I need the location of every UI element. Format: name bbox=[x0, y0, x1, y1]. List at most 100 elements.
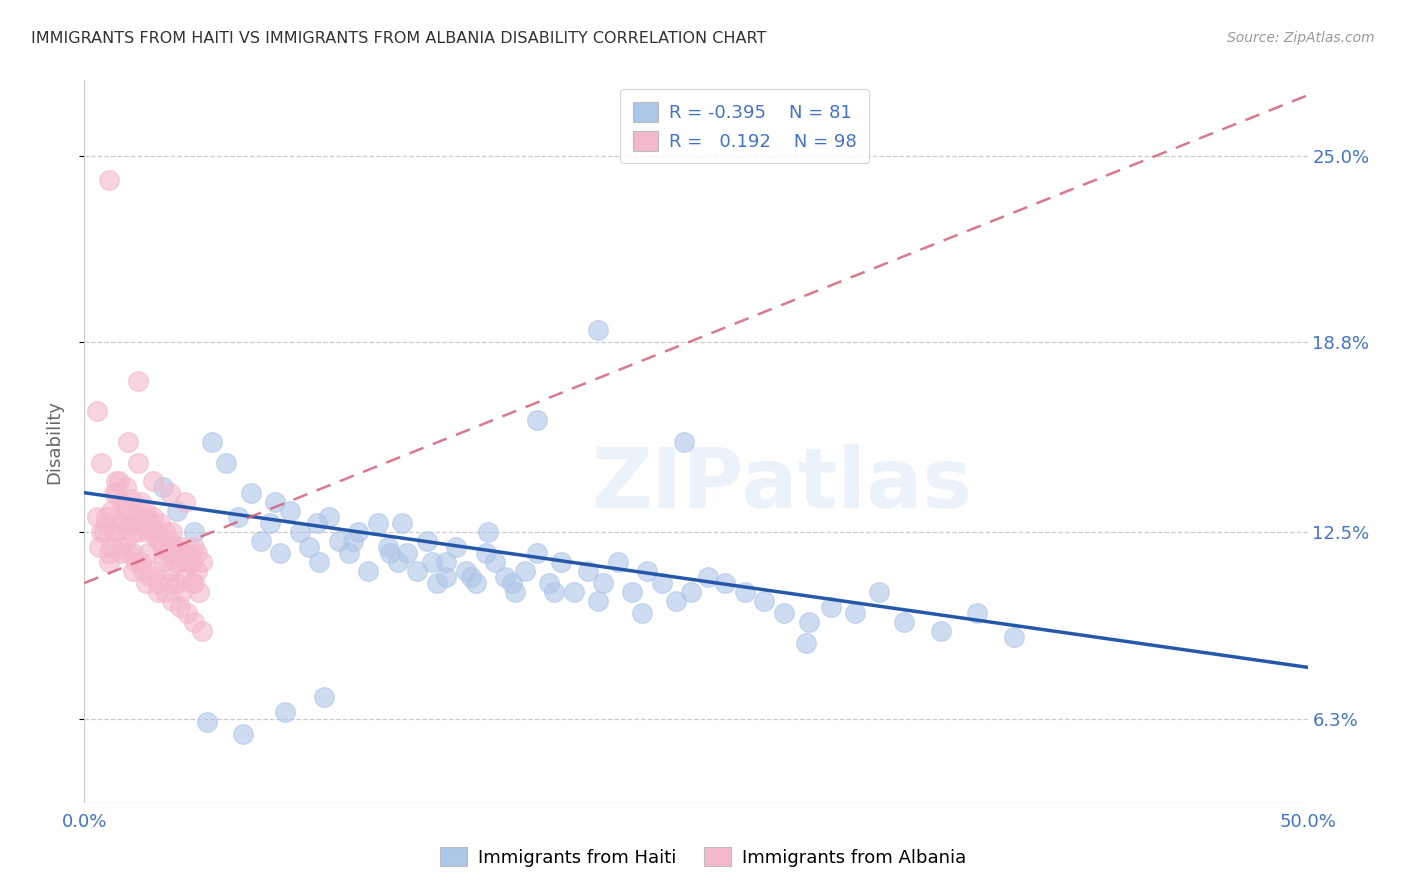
Point bbox=[117, 504, 139, 518]
Point bbox=[179, 555, 201, 569]
Point bbox=[474, 546, 496, 560]
Point bbox=[122, 524, 145, 539]
Point bbox=[651, 576, 673, 591]
Point bbox=[143, 564, 166, 578]
Point bbox=[117, 434, 139, 449]
Point bbox=[152, 480, 174, 494]
Point bbox=[562, 585, 585, 599]
Point bbox=[159, 485, 181, 500]
Point bbox=[929, 624, 952, 639]
Y-axis label: Disability: Disability bbox=[45, 400, 63, 483]
Point bbox=[132, 516, 155, 530]
Point bbox=[96, 509, 118, 524]
Point bbox=[586, 594, 609, 608]
Point bbox=[318, 509, 340, 524]
Point bbox=[328, 533, 350, 548]
Point bbox=[127, 456, 149, 470]
Point bbox=[162, 524, 184, 539]
Point bbox=[426, 576, 449, 591]
Point bbox=[136, 546, 159, 560]
Point bbox=[308, 555, 330, 569]
Point bbox=[232, 726, 254, 740]
Point bbox=[152, 555, 174, 569]
Point bbox=[117, 546, 139, 560]
Point bbox=[278, 504, 301, 518]
Point bbox=[159, 564, 181, 578]
Point bbox=[188, 585, 211, 599]
Point bbox=[176, 606, 198, 620]
Text: ZIPatlas: ZIPatlas bbox=[591, 444, 972, 525]
Point bbox=[288, 524, 311, 539]
Point bbox=[96, 516, 118, 530]
Point bbox=[139, 516, 162, 530]
Point bbox=[477, 524, 499, 539]
Point bbox=[129, 555, 152, 569]
Point bbox=[153, 585, 176, 599]
Point bbox=[93, 524, 115, 539]
Point bbox=[406, 564, 429, 578]
Point bbox=[172, 585, 194, 599]
Point bbox=[464, 576, 486, 591]
Point bbox=[107, 516, 129, 530]
Point bbox=[543, 585, 565, 599]
Point bbox=[115, 480, 138, 494]
Point bbox=[513, 564, 536, 578]
Point bbox=[162, 594, 184, 608]
Point bbox=[239, 485, 262, 500]
Point bbox=[127, 524, 149, 539]
Point bbox=[110, 540, 132, 554]
Point bbox=[173, 494, 195, 508]
Point bbox=[966, 606, 988, 620]
Point bbox=[115, 533, 138, 548]
Point bbox=[454, 564, 477, 578]
Point bbox=[298, 540, 321, 554]
Point bbox=[112, 504, 135, 518]
Text: Source: ZipAtlas.com: Source: ZipAtlas.com bbox=[1227, 31, 1375, 45]
Point bbox=[342, 533, 364, 548]
Point bbox=[112, 516, 135, 530]
Point bbox=[387, 555, 409, 569]
Point bbox=[105, 485, 128, 500]
Point bbox=[502, 576, 524, 591]
Point bbox=[153, 524, 176, 539]
Point bbox=[90, 524, 112, 539]
Point bbox=[269, 546, 291, 560]
Point bbox=[305, 516, 328, 530]
Point bbox=[586, 323, 609, 337]
Point bbox=[794, 636, 817, 650]
Point bbox=[166, 546, 188, 560]
Point bbox=[90, 456, 112, 470]
Point bbox=[249, 533, 271, 548]
Point bbox=[681, 585, 703, 599]
Point bbox=[576, 564, 599, 578]
Point bbox=[754, 594, 776, 608]
Point bbox=[820, 600, 842, 615]
Point bbox=[103, 524, 125, 539]
Point bbox=[484, 555, 506, 569]
Point bbox=[120, 516, 142, 530]
Point bbox=[142, 524, 165, 539]
Point bbox=[183, 524, 205, 539]
Point bbox=[125, 555, 148, 569]
Point bbox=[107, 474, 129, 488]
Point bbox=[538, 576, 561, 591]
Point bbox=[87, 540, 110, 554]
Point bbox=[122, 564, 145, 578]
Point bbox=[125, 509, 148, 524]
Point bbox=[636, 564, 658, 578]
Point bbox=[86, 509, 108, 524]
Point bbox=[672, 434, 695, 449]
Point bbox=[380, 546, 402, 560]
Point bbox=[135, 504, 157, 518]
Point bbox=[436, 570, 458, 584]
Point bbox=[97, 555, 120, 569]
Point bbox=[152, 540, 174, 554]
Point bbox=[526, 546, 548, 560]
Point bbox=[166, 576, 188, 591]
Legend: Immigrants from Haiti, Immigrants from Albania: Immigrants from Haiti, Immigrants from A… bbox=[433, 840, 973, 874]
Point bbox=[228, 509, 250, 524]
Point bbox=[136, 524, 159, 539]
Point bbox=[264, 494, 287, 508]
Point bbox=[149, 516, 172, 530]
Point bbox=[146, 533, 169, 548]
